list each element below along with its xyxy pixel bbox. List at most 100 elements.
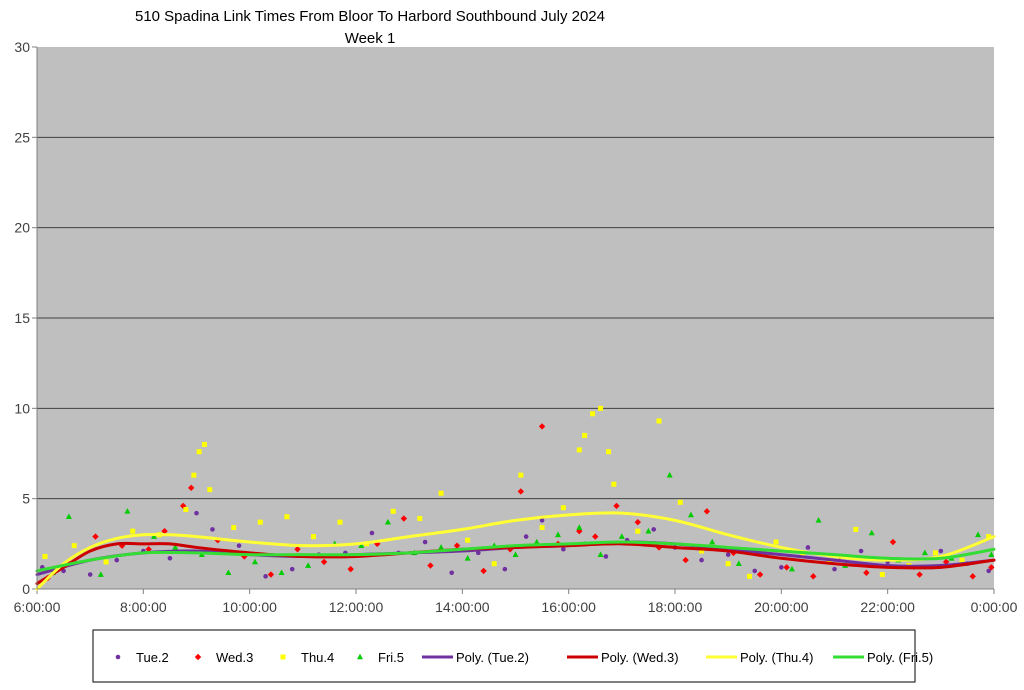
point-wed-3: [682, 556, 689, 564]
point-thu-4: [933, 550, 939, 556]
point-wed-3: [347, 565, 354, 573]
point-thu-4: [539, 525, 545, 531]
point-tue-2: [986, 568, 991, 574]
point-fri-5: [666, 471, 673, 478]
point-thu-4: [699, 548, 705, 554]
y-tick-label: 5: [22, 491, 30, 507]
point-tue-2: [369, 530, 375, 536]
point-fri-5: [645, 527, 652, 534]
point-wed-3: [613, 502, 620, 510]
legend-marker-wed-3: [194, 653, 202, 661]
x-tick-label: 18:00:00: [648, 599, 703, 615]
point-wed-3: [863, 569, 870, 576]
trend-lines: [35, 511, 996, 591]
legend-label-tue-2: Tue.2: [136, 650, 169, 665]
x-axis-ticks: 6:00:00 8:00:00 10:00:00 12:00:00 14:00:00 16…: [14, 589, 1018, 615]
point-thu-4: [853, 526, 859, 532]
point-thu-4: [598, 405, 604, 411]
point-tue-2: [832, 566, 837, 572]
x-tick-label: 10:00:00: [222, 599, 277, 615]
chart-subtitle: Week 1: [345, 30, 396, 47]
point-fri-5: [65, 513, 72, 520]
point-thu-4: [284, 514, 290, 520]
point-fri-5: [921, 549, 928, 556]
legend-marker-thu-4: [280, 654, 286, 660]
x-tick-label: 16:00:00: [541, 599, 596, 615]
point-fri-5: [815, 517, 822, 523]
point-wed-3: [592, 533, 599, 540]
point-fri-5: [278, 569, 285, 576]
legend-label-poly-wed-3: Poly. (Wed.3): [601, 650, 679, 665]
point-tue-2: [561, 546, 566, 552]
point-thu-4: [390, 508, 396, 514]
point-thu-4: [518, 472, 524, 478]
point-tue-2: [725, 552, 731, 557]
point-thu-4: [635, 528, 641, 534]
point-thu-4: [337, 519, 343, 525]
x-tick-label: 20:00:00: [754, 599, 809, 615]
point-wed-3: [703, 508, 711, 515]
point-wed-3: [916, 571, 923, 578]
x-tick-label: 6:00:00: [14, 599, 61, 615]
legend-label-wed-3: Wed.3: [216, 650, 253, 665]
y-tick-label: 20: [14, 220, 30, 236]
point-wed-3: [889, 538, 897, 546]
point-tue-2: [449, 570, 455, 576]
point-thu-4: [606, 449, 612, 455]
point-thu-4: [257, 519, 263, 525]
point-fri-5: [597, 551, 604, 557]
point-tue-2: [752, 568, 758, 574]
point-tue-2: [475, 550, 481, 556]
legend-marker-tue-2: [115, 654, 121, 660]
point-wed-3: [267, 571, 275, 578]
point-wed-3: [538, 423, 546, 430]
y-axis-ticks: 0 5 10 15 20 25 30: [14, 39, 37, 597]
point-fri-5: [512, 551, 519, 557]
y-tick-label: 0: [22, 581, 30, 597]
legend-label-poly-tue-2: Poly. (Tue.2): [456, 650, 529, 665]
point-thu-4: [582, 432, 588, 438]
point-fri-5: [97, 571, 104, 577]
point-tue-2: [502, 566, 508, 572]
point-tue-2: [699, 557, 704, 563]
point-fri-5: [251, 558, 258, 565]
point-tue-2: [651, 527, 657, 532]
point-tue-2: [194, 510, 199, 516]
x-tick-label: 0:00:00: [971, 599, 1018, 615]
y-tick-label: 15: [14, 310, 30, 326]
point-thu-4: [417, 516, 423, 522]
chart-title: 510 Spadina Link Times From Bloor To Har…: [135, 8, 605, 25]
point-wed-3: [506, 546, 514, 553]
point-thu-4: [590, 411, 596, 417]
point-thu-4: [746, 573, 752, 579]
legend-label-thu-4: Thu.4: [301, 650, 334, 665]
point-tue-2: [858, 548, 864, 554]
point-wed-3: [783, 564, 790, 571]
point-thu-4: [201, 441, 207, 447]
point-thu-4: [103, 559, 109, 565]
point-thu-4: [71, 543, 77, 549]
point-wed-3: [161, 527, 168, 535]
point-wed-3: [400, 515, 408, 522]
point-fri-5: [124, 508, 131, 514]
point-thu-4: [438, 490, 444, 496]
point-fri-5: [868, 529, 875, 536]
point-wed-3: [453, 542, 461, 549]
point-thu-4: [196, 449, 202, 455]
point-thu-4: [959, 557, 965, 563]
point-fri-5: [576, 524, 583, 530]
point-thu-4: [231, 525, 237, 531]
point-tue-2: [603, 554, 609, 559]
point-tue-2: [805, 545, 811, 550]
point-fri-5: [384, 518, 391, 525]
point-fri-5: [172, 544, 179, 550]
point-tue-2: [539, 518, 545, 523]
point-tue-2: [422, 539, 428, 545]
point-fri-5: [464, 554, 471, 561]
point-thu-4: [773, 539, 779, 545]
point-thu-4: [879, 572, 885, 578]
point-fri-5: [305, 562, 312, 568]
point-fri-5: [533, 538, 540, 545]
point-wed-3: [969, 573, 976, 580]
